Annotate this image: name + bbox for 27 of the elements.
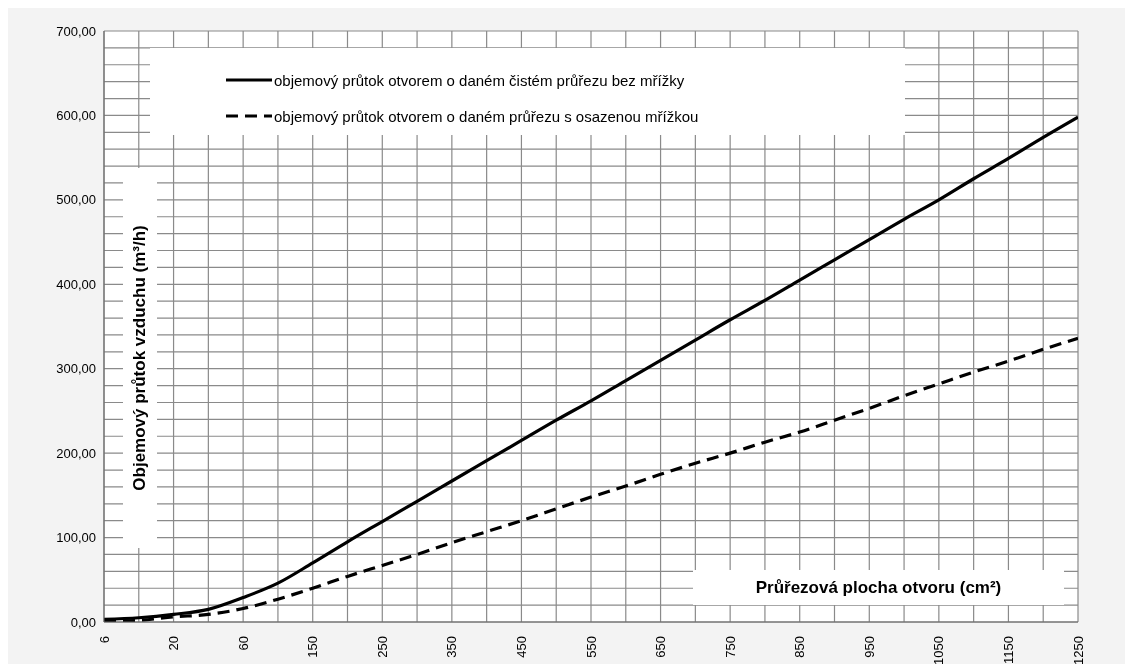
y-tick-label: 100,00 — [56, 530, 96, 546]
x-tick-label: 850 — [792, 636, 808, 658]
x-tick-label: 550 — [583, 636, 599, 658]
y-tick-label: 0,00 — [70, 614, 96, 630]
x-tick-label: 1250 — [1070, 636, 1086, 664]
x-tick-label: 1150 — [1000, 636, 1016, 664]
y-tick-label: 300,00 — [56, 361, 96, 377]
label-backdrop: Průřezová plocha otvoru (cm²) — [693, 570, 1064, 605]
y-tick-label: 400,00 — [56, 276, 96, 292]
x-tick-label: 150 — [305, 636, 321, 658]
x-tick-label: 1050 — [931, 636, 947, 664]
x-tick-label: 60 — [235, 636, 251, 651]
x-tick-label: 20 — [166, 636, 182, 651]
x-tick-label: 6 — [96, 636, 112, 644]
x-tick-label: 750 — [722, 636, 738, 658]
label-backdrop: Objemový průtok vzduchu (m³/h) — [123, 168, 157, 548]
x-tick-label: 350 — [444, 636, 460, 658]
legend-label: objemový průtok otvorem o daném čistém průřezu bez mřížky — [274, 71, 685, 89]
x-tick-label: 450 — [513, 636, 529, 658]
x-tick-label: 250 — [374, 636, 390, 658]
y-tick-label: 700,00 — [56, 23, 96, 39]
legend-label: objemový průtok otvorem o daném průřezu s osazenou mřížkou — [274, 107, 699, 125]
y-tick-label: 500,00 — [56, 192, 96, 208]
x-tick-label: 950 — [861, 636, 877, 658]
y-tick-label: 200,00 — [56, 445, 96, 461]
x-tick-label: 650 — [653, 636, 669, 658]
y-tick-label: 600,00 — [56, 108, 96, 124]
